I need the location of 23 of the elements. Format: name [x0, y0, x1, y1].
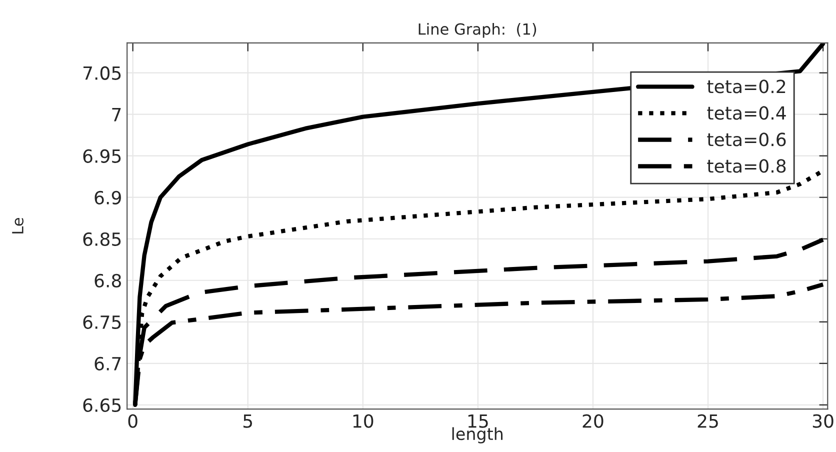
- y-tick-label: 6.7: [94, 356, 121, 371]
- y-tick-label: 6.8: [94, 274, 121, 288]
- chart-title: Line Graph: (1): [418, 23, 536, 38]
- x-tick-label: 25: [698, 414, 718, 428]
- y-tick-label: 7.05: [83, 66, 121, 80]
- y-tick-label: 7: [112, 108, 121, 122]
- x-tick-label: 5: [244, 414, 252, 428]
- y-tick-label: 6.65: [83, 398, 121, 412]
- legend-label: teta=0.2: [707, 80, 786, 94]
- y-tick-label: 6.9: [94, 190, 121, 204]
- legend-label: teta=0.6: [707, 132, 786, 146]
- legend-label: teta=0.8: [707, 159, 786, 173]
- y-tick-label: 6.95: [83, 149, 121, 163]
- x-tick-label: 20: [582, 414, 604, 428]
- x-tick-label: 0: [128, 414, 138, 428]
- x-axis-title: length: [452, 427, 503, 444]
- legend-label: teta=0.4: [707, 106, 786, 120]
- y-tick-label: 6.85: [83, 232, 121, 246]
- x-tick-label: 10: [353, 414, 374, 428]
- x-tick-label: 30: [812, 414, 834, 428]
- x-tick-label: 15: [468, 414, 488, 428]
- y-axis-title: Le: [12, 218, 24, 234]
- y-tick-label: 6.75: [83, 315, 121, 330]
